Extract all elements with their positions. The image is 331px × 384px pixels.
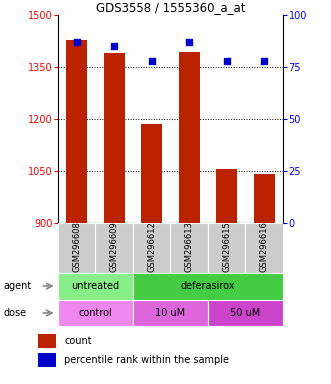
Point <box>224 58 229 64</box>
Bar <box>133 223 170 273</box>
Bar <box>208 223 246 273</box>
Bar <box>58 273 133 300</box>
Bar <box>179 51 200 223</box>
Bar <box>246 223 283 273</box>
Bar <box>141 124 162 223</box>
Bar <box>254 174 274 223</box>
Bar <box>133 273 283 300</box>
Text: agent: agent <box>3 281 31 291</box>
Text: dose: dose <box>3 308 26 318</box>
Bar <box>170 223 208 273</box>
Text: GSM296613: GSM296613 <box>185 221 194 272</box>
Text: percentile rank within the sample: percentile rank within the sample <box>64 355 229 365</box>
Text: GSM296608: GSM296608 <box>72 221 81 272</box>
Text: 50 uM: 50 uM <box>230 308 260 318</box>
Point <box>112 43 117 50</box>
Bar <box>58 223 95 273</box>
Text: GSM296612: GSM296612 <box>147 221 156 272</box>
Bar <box>38 353 56 367</box>
Bar <box>104 53 124 223</box>
Title: GDS3558 / 1555360_a_at: GDS3558 / 1555360_a_at <box>96 1 245 14</box>
Text: GSM296609: GSM296609 <box>110 221 119 272</box>
Point <box>261 58 267 64</box>
Point <box>187 39 192 45</box>
Point <box>74 39 79 45</box>
Text: GSM296615: GSM296615 <box>222 221 231 272</box>
Bar <box>133 300 208 326</box>
Text: control: control <box>78 308 112 318</box>
Text: 10 uM: 10 uM <box>155 308 186 318</box>
Text: GSM296616: GSM296616 <box>260 221 269 272</box>
Bar <box>38 334 56 348</box>
Text: deferasirox: deferasirox <box>181 281 235 291</box>
Text: untreated: untreated <box>71 281 119 291</box>
Text: count: count <box>64 336 92 346</box>
Bar <box>216 169 237 223</box>
Bar <box>58 300 133 326</box>
Bar <box>66 40 87 223</box>
Bar <box>95 223 133 273</box>
Bar <box>208 300 283 326</box>
Point <box>149 58 154 64</box>
